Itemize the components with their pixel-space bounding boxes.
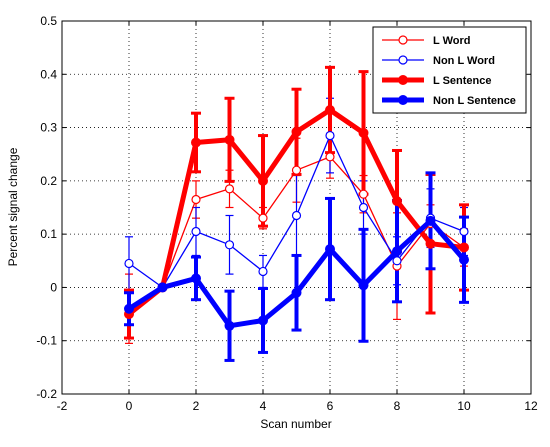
non-l-sentence-point (124, 303, 134, 314)
non-l-sentence-point (358, 280, 369, 291)
l-sentence-point (392, 196, 402, 207)
l-word-point (191, 194, 201, 205)
legend-swatch-marker (398, 95, 408, 105)
x-tick-label: 2 (193, 399, 200, 413)
non-l-sentence-point (191, 273, 201, 284)
l-word-point (358, 189, 369, 199)
l-word-point (325, 152, 335, 162)
y-tick-label: 0 (50, 280, 57, 294)
non-l-word-point (124, 258, 134, 269)
y-tick-label: -0.1 (36, 334, 57, 348)
non-l-word-point (459, 226, 469, 237)
legend-label: L Sentence (433, 75, 492, 87)
non-l-sentence-point (425, 215, 436, 226)
non-l-sentence-point (325, 244, 335, 255)
y-tick-label: 0.4 (40, 67, 57, 81)
x-tick-label: 6 (327, 399, 334, 413)
l-sentence-point (224, 134, 235, 145)
series-lines (124, 104, 469, 331)
non-l-sentence-point (291, 287, 302, 298)
legend-swatch-marker (398, 55, 408, 65)
l-sentence-point (425, 238, 436, 249)
y-tick-label: 0.1 (40, 227, 57, 241)
l-sentence-point (191, 137, 201, 148)
legend-label: Non L Sentence (433, 95, 516, 107)
x-tick-label: 12 (524, 399, 538, 413)
legend-swatch-marker (398, 35, 408, 45)
l-sentence-point (291, 126, 302, 137)
x-tick-label: 8 (394, 399, 401, 413)
plot-frame (61, 20, 532, 395)
non-l-sentence-point (157, 282, 168, 293)
l-word-point (224, 184, 235, 194)
non-l-sentence-point (224, 320, 235, 331)
axis-ticks: -2 0 2 4 6 8 10 12 -0.2 -0.1 0 0.1 0.2 0.3 0.4 0.5 (36, 14, 538, 413)
legend-label: L Word (433, 35, 470, 47)
l-sentence-point (258, 175, 268, 186)
non-l-sentence-point (459, 254, 469, 265)
l-sentence-point (358, 127, 369, 138)
non-l-word-point (358, 202, 369, 213)
non-l-word-point (191, 226, 201, 237)
non-l-word-point (224, 240, 235, 250)
y-tick-label: 0.5 (40, 14, 57, 28)
non-l-word-point (392, 256, 402, 266)
l-sentence-point (459, 242, 469, 253)
y-tick-label: 0.2 (40, 174, 57, 188)
legend-swatch-marker (398, 75, 408, 85)
non-l-sentence-point (258, 315, 268, 326)
legend: L Word Non L Word L Sentence Non L Sentence (372, 26, 527, 114)
non-l-word-point (258, 266, 268, 277)
y-tick-label: -0.2 (36, 387, 57, 401)
non-l-sentence-point (392, 246, 402, 257)
l-sentence-point (325, 104, 335, 115)
legend-label: Non L Word (433, 55, 495, 67)
x-tick-label: -2 (57, 399, 68, 413)
l-word-point (258, 213, 268, 223)
x-tick-label: 4 (260, 399, 267, 413)
y-tick-label: 0.3 (40, 121, 57, 135)
y-axis-label: Percent signal change (6, 147, 20, 266)
x-tick-label: 0 (126, 399, 133, 413)
x-tick-label: 10 (457, 399, 471, 413)
x-axis-label: Scan number (260, 417, 331, 431)
non-l-word-point (291, 210, 302, 221)
l-word-point (291, 165, 302, 175)
non-l-word-point (325, 130, 335, 141)
